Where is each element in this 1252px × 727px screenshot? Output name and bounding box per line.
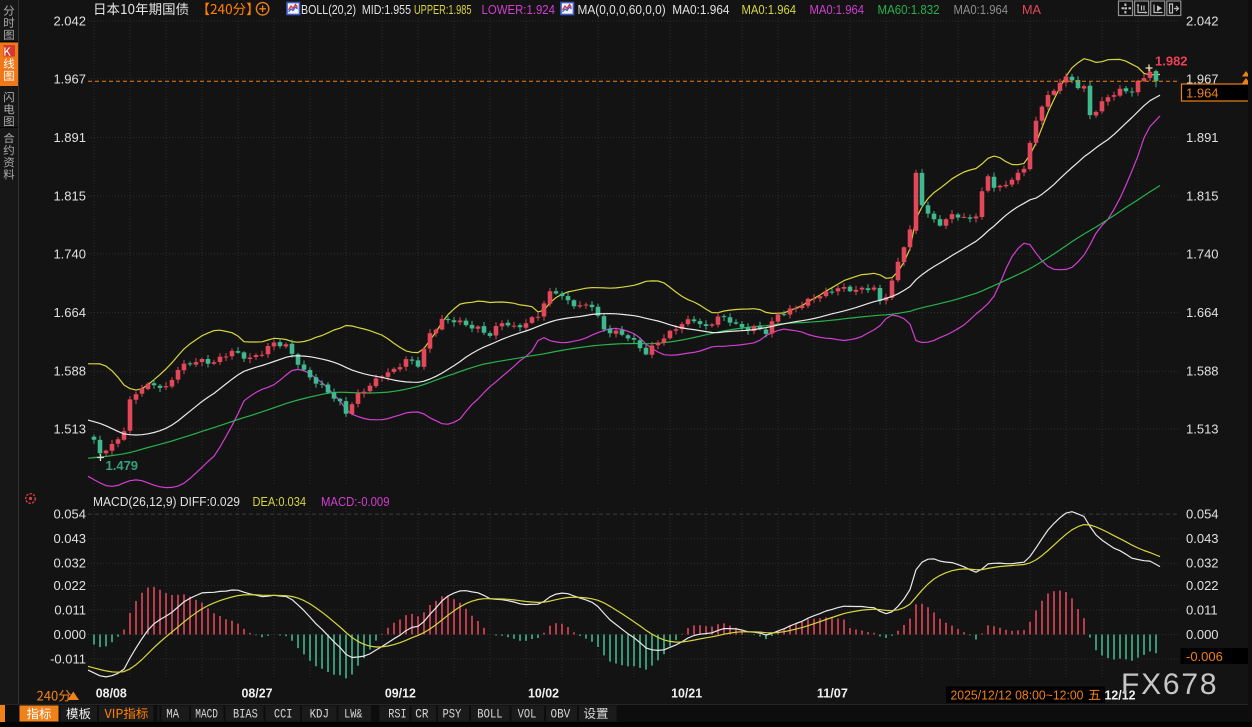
svg-text:0.054: 0.054 <box>1186 507 1219 522</box>
svg-text:RSI: RSI <box>388 708 406 722</box>
svg-text:0.000: 0.000 <box>1186 627 1219 642</box>
svg-text:BIAS: BIAS <box>233 708 258 722</box>
svg-text:MACD:-0.009: MACD:-0.009 <box>321 494 390 509</box>
svg-text:1.982: 1.982 <box>1155 54 1188 69</box>
svg-text:MA0:1.964: MA0:1.964 <box>742 2 797 17</box>
svg-text:LW&: LW& <box>344 708 363 722</box>
svg-text:FX678: FX678 <box>1121 668 1218 701</box>
svg-text:0.011: 0.011 <box>1186 602 1218 617</box>
svg-text:MA0:1.964: MA0:1.964 <box>810 2 865 17</box>
svg-text:MACD: MACD <box>195 708 218 722</box>
svg-text:1.967: 1.967 <box>1186 71 1219 86</box>
svg-text:MA: MA <box>166 708 179 722</box>
svg-text:PSY: PSY <box>443 708 462 722</box>
svg-text:1.891: 1.891 <box>1186 130 1219 145</box>
svg-text:1.588: 1.588 <box>53 364 86 379</box>
svg-text:MA0:1.964: MA0:1.964 <box>954 2 1009 17</box>
svg-text:08/08: 08/08 <box>96 686 127 701</box>
svg-text:1.964: 1.964 <box>1186 86 1219 101</box>
svg-text:LOWER:1.924: LOWER:1.924 <box>482 2 556 17</box>
svg-text:MA: MA <box>1022 2 1041 17</box>
svg-text:OBV: OBV <box>551 708 571 722</box>
svg-text:12/12: 12/12 <box>1105 688 1136 703</box>
svg-text:0.043: 0.043 <box>1186 531 1219 546</box>
svg-text:MA(0,0,0,60,0,0) MA0:1.964: MA(0,0,0,60,0,0) MA0:1.964 <box>578 2 730 17</box>
svg-text:MACD(26,12,9) DIFF:0.029: MACD(26,12,9) DIFF:0.029 <box>93 494 240 509</box>
svg-text:1.588: 1.588 <box>1186 364 1219 379</box>
svg-text:BOLL: BOLL <box>477 708 502 722</box>
svg-text:1.513: 1.513 <box>53 422 86 437</box>
svg-text:1.479: 1.479 <box>106 458 139 473</box>
svg-text:UPPER:1.985: UPPER:1.985 <box>414 2 472 17</box>
svg-text:2.042: 2.042 <box>53 14 86 29</box>
svg-text:-0.011: -0.011 <box>50 652 86 667</box>
svg-text:1.740: 1.740 <box>1186 246 1219 261</box>
svg-text:-0.006: -0.006 <box>1186 649 1223 664</box>
svg-text:0.022: 0.022 <box>53 578 86 593</box>
svg-text:DEA:0.034: DEA:0.034 <box>253 494 307 509</box>
svg-text:1.740: 1.740 <box>53 246 86 261</box>
svg-text:1.967: 1.967 <box>53 71 86 86</box>
svg-text:1.891: 1.891 <box>53 130 86 145</box>
svg-text:0.054: 0.054 <box>53 507 86 522</box>
svg-text:0.043: 0.043 <box>53 531 86 546</box>
svg-text:1.664: 1.664 <box>53 305 86 320</box>
svg-text:1.815: 1.815 <box>53 189 86 204</box>
svg-text:2025/12/12 08:00~12:00: 2025/12/12 08:00~12:00 <box>951 688 1084 703</box>
svg-text:1.513: 1.513 <box>1186 422 1219 437</box>
svg-text:10/02: 10/02 <box>528 686 559 701</box>
svg-text:MA60:1.832: MA60:1.832 <box>878 2 940 17</box>
svg-text:1.815: 1.815 <box>1186 189 1219 204</box>
svg-text:CCI: CCI <box>274 708 292 722</box>
svg-text:11/07: 11/07 <box>817 686 848 701</box>
svg-text:08/27: 08/27 <box>242 686 273 701</box>
svg-text:CR: CR <box>415 708 429 722</box>
svg-text:0.011: 0.011 <box>54 602 86 617</box>
svg-text:VOL: VOL <box>518 708 537 722</box>
svg-text:09/12: 09/12 <box>385 686 416 701</box>
svg-text:0.022: 0.022 <box>1186 578 1219 593</box>
svg-text:0.032: 0.032 <box>53 556 86 571</box>
svg-text:BOLL(20,2) MID:1.955: BOLL(20,2) MID:1.955 <box>301 2 411 17</box>
svg-text:1.664: 1.664 <box>1186 305 1219 320</box>
svg-text:KDJ: KDJ <box>310 708 329 722</box>
svg-text:10/21: 10/21 <box>671 686 702 701</box>
svg-text:2.042: 2.042 <box>1186 14 1219 29</box>
svg-text:0.032: 0.032 <box>1186 556 1219 571</box>
svg-text:0.000: 0.000 <box>53 627 86 642</box>
